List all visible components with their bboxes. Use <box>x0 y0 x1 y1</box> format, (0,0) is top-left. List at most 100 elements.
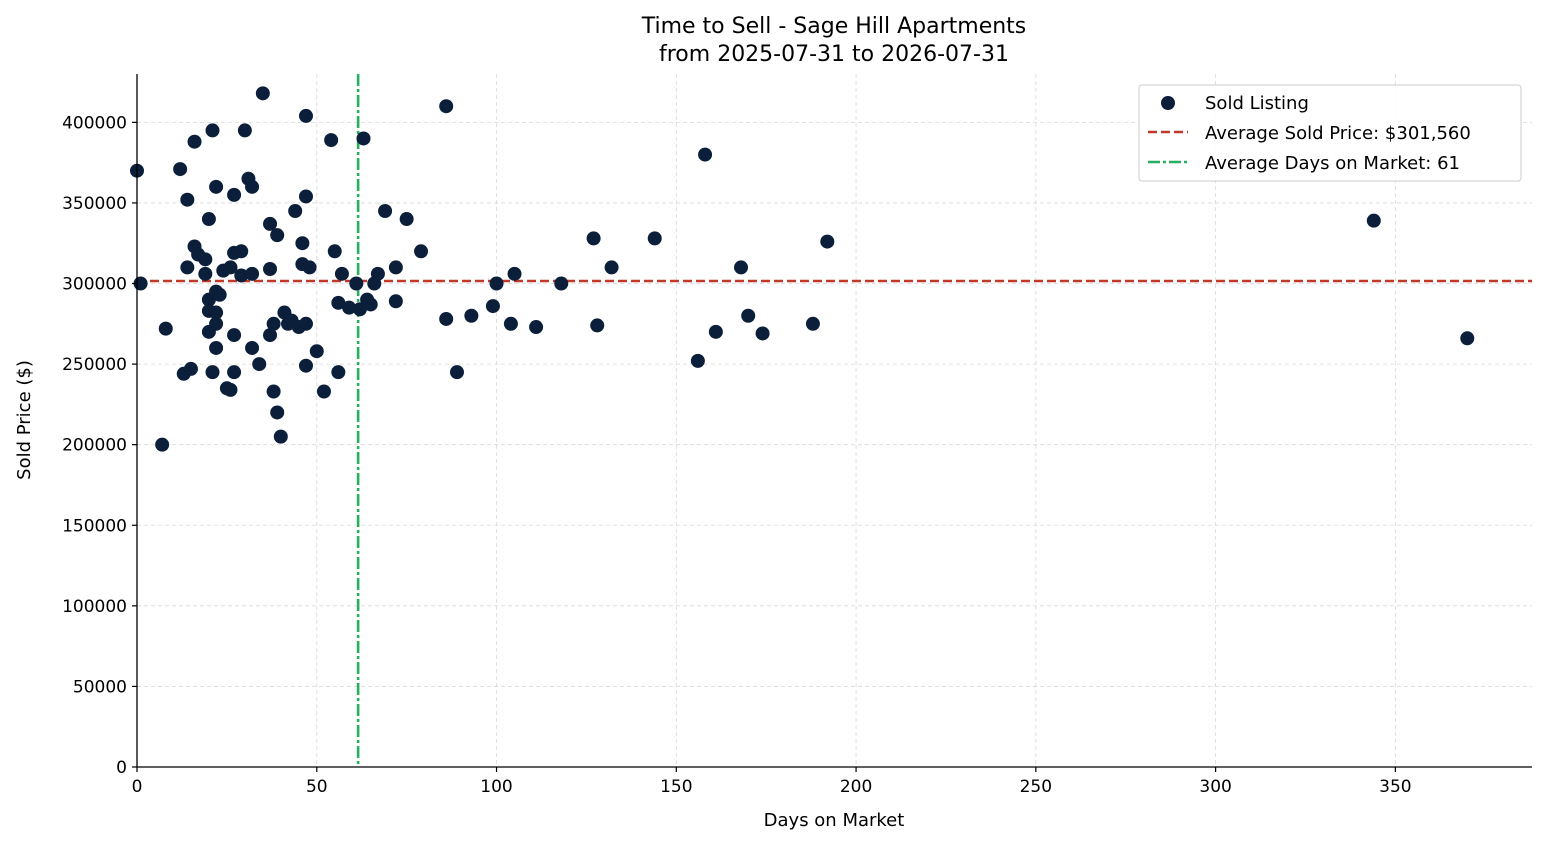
data-point <box>507 266 522 281</box>
data-point <box>647 231 662 246</box>
data-point <box>245 179 260 194</box>
y-tick-label: 150000 <box>62 516 127 536</box>
data-point <box>255 86 270 101</box>
data-point <box>180 192 195 207</box>
x-tick-label: 200 <box>840 777 872 797</box>
data-point <box>464 308 479 323</box>
data-point <box>554 276 569 291</box>
data-point <box>205 123 220 138</box>
x-axis-label: Days on Market <box>764 810 905 831</box>
data-point <box>273 429 288 444</box>
legend-marker-sold-listing <box>1161 96 1175 110</box>
data-point <box>388 260 403 275</box>
data-point <box>820 234 835 249</box>
data-point <box>298 189 313 204</box>
data-point <box>327 244 342 259</box>
data-point <box>590 318 605 333</box>
data-point <box>180 260 195 275</box>
data-point <box>363 297 378 312</box>
data-point <box>352 302 367 317</box>
data-point <box>155 437 170 452</box>
data-point <box>263 328 278 343</box>
data-point <box>331 295 346 310</box>
data-point <box>489 276 504 291</box>
data-point <box>370 266 385 281</box>
data-point <box>302 260 317 275</box>
y-tick-label: 350000 <box>62 194 127 214</box>
legend-box <box>1138 84 1522 182</box>
data-point <box>173 162 188 177</box>
data-point <box>342 300 357 315</box>
y-tick-label: 50000 <box>73 677 127 697</box>
data-point <box>198 252 213 267</box>
data-point <box>209 305 224 320</box>
data-point <box>690 353 705 368</box>
data-point <box>388 294 403 309</box>
data-point <box>324 133 339 148</box>
legend-label-average-price: Average Sold Price: $301,560 <box>1205 123 1471 144</box>
data-point <box>187 134 202 149</box>
legend-label-sold-listing: Sold Listing <box>1205 93 1309 114</box>
data-point <box>298 316 313 331</box>
data-point <box>439 99 454 114</box>
data-point <box>1460 331 1475 346</box>
chart-subtitle: from 2025-07-31 to 2026-07-31 <box>659 42 1009 67</box>
legend-label-average-days: Average Days on Market: 61 <box>1205 153 1460 174</box>
tick-labels: 0 50 100 150 200 250 300 350 0 50000 100000 150000 2… <box>62 113 1412 797</box>
data-point <box>805 316 820 331</box>
legend: Sold Listing Average Sold Price: $301,56… <box>1138 84 1522 182</box>
data-point <box>734 260 749 275</box>
data-point <box>209 179 224 194</box>
data-point <box>298 108 313 123</box>
data-point <box>263 262 278 277</box>
data-point <box>331 365 346 380</box>
data-point <box>270 405 285 420</box>
data-point <box>227 187 242 202</box>
data-point <box>356 131 371 146</box>
data-point <box>503 316 518 331</box>
data-point <box>586 231 601 246</box>
data-point <box>266 316 281 331</box>
x-tick-label: 100 <box>480 777 512 797</box>
data-point <box>198 266 213 281</box>
data-point <box>741 308 756 323</box>
data-point <box>234 244 249 259</box>
data-point <box>245 340 260 355</box>
x-tick-label: 350 <box>1379 777 1411 797</box>
data-point <box>245 266 260 281</box>
data-point <box>227 365 242 380</box>
data-point <box>378 203 393 218</box>
x-tick-label: 0 <box>132 777 143 797</box>
reference-lines <box>137 74 1532 767</box>
y-tick-label: 300000 <box>62 275 127 295</box>
data-point <box>209 316 224 331</box>
data-point <box>209 340 224 355</box>
data-point <box>414 244 429 259</box>
x-tick-label: 300 <box>1199 777 1231 797</box>
data-point <box>316 384 331 399</box>
data-point <box>223 260 238 275</box>
data-point <box>334 266 349 281</box>
data-point <box>529 320 544 335</box>
data-point <box>399 212 414 227</box>
data-point <box>201 212 216 227</box>
data-point <box>288 203 303 218</box>
data-point <box>349 276 364 291</box>
y-axis-label: Sold Price ($) <box>14 360 35 480</box>
data-point <box>252 357 267 372</box>
data-point <box>295 236 310 251</box>
data-point <box>708 324 723 339</box>
data-point <box>205 365 220 380</box>
data-point <box>234 268 249 283</box>
x-tick-label: 250 <box>1020 777 1052 797</box>
data-point <box>183 361 198 376</box>
data-point <box>298 358 313 373</box>
y-tick-label: 100000 <box>62 597 127 617</box>
data-point <box>698 147 713 162</box>
data-point <box>439 311 454 326</box>
data-point <box>449 365 464 380</box>
data-point <box>1366 213 1381 228</box>
axes <box>132 74 1532 772</box>
data-point <box>266 384 281 399</box>
